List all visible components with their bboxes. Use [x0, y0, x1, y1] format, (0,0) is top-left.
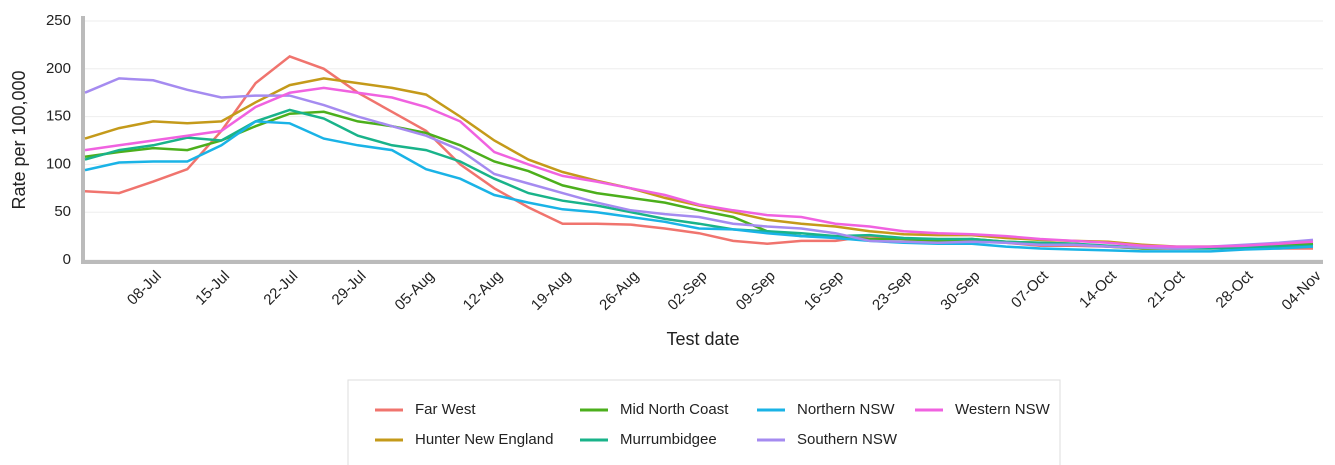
- legend-label: Mid North Coast: [620, 401, 729, 418]
- series-line: [84, 86, 1314, 248]
- x-axis-label: Test date: [666, 329, 739, 349]
- legend-box: [347, 379, 1061, 465]
- legend-label: Hunter New England: [415, 431, 553, 448]
- x-tick-label: 28-Oct: [1213, 267, 1257, 311]
- x-tick-label: 15-Jul: [192, 268, 233, 309]
- series-line: [84, 120, 1314, 253]
- series-line: [84, 77, 1314, 250]
- x-tick-label: 12-Aug: [460, 268, 506, 314]
- legend-label: Far West: [415, 401, 476, 418]
- x-tick-label: 21-Oct: [1144, 267, 1188, 311]
- x-tick-label: 26-Aug: [596, 268, 642, 314]
- x-tick-label: 14-Oct: [1076, 267, 1120, 311]
- x-tick-label: 22-Jul: [260, 268, 301, 309]
- y-tick-label: 100: [46, 155, 71, 172]
- x-tick-label: 30-Sep: [937, 268, 983, 314]
- x-tick-label: 29-Jul: [329, 268, 370, 309]
- x-tick-label: 09-Sep: [733, 268, 779, 314]
- x-tick-label: 02-Sep: [664, 268, 710, 314]
- y-tick-label: 250: [46, 12, 71, 29]
- x-tick-label: 05-Aug: [392, 268, 438, 314]
- y-axis-label: Rate per 100,000: [9, 70, 29, 209]
- series-line: [84, 54, 1313, 250]
- x-tick-label: 19-Aug: [528, 268, 574, 314]
- x-tick-label: 16-Sep: [801, 268, 847, 314]
- y-tick-label: 150: [46, 108, 71, 125]
- y-tick-label: 50: [54, 203, 71, 220]
- x-tick-label: 07-Oct: [1008, 267, 1052, 311]
- y-tick-label: 0: [63, 251, 71, 268]
- x-tick-label: 04-Nov: [1278, 267, 1325, 314]
- y-tick-label: 200: [46, 60, 71, 77]
- x-tick-label: 23-Sep: [869, 268, 915, 314]
- series-line: [84, 77, 1314, 248]
- legend-label: Murrumbidgee: [620, 431, 717, 448]
- legend-label: Southern NSW: [797, 431, 898, 448]
- x-tick-label: 08-Jul: [124, 268, 165, 309]
- legend-label: Northern NSW: [797, 401, 895, 418]
- legend-label: Western NSW: [955, 401, 1051, 418]
